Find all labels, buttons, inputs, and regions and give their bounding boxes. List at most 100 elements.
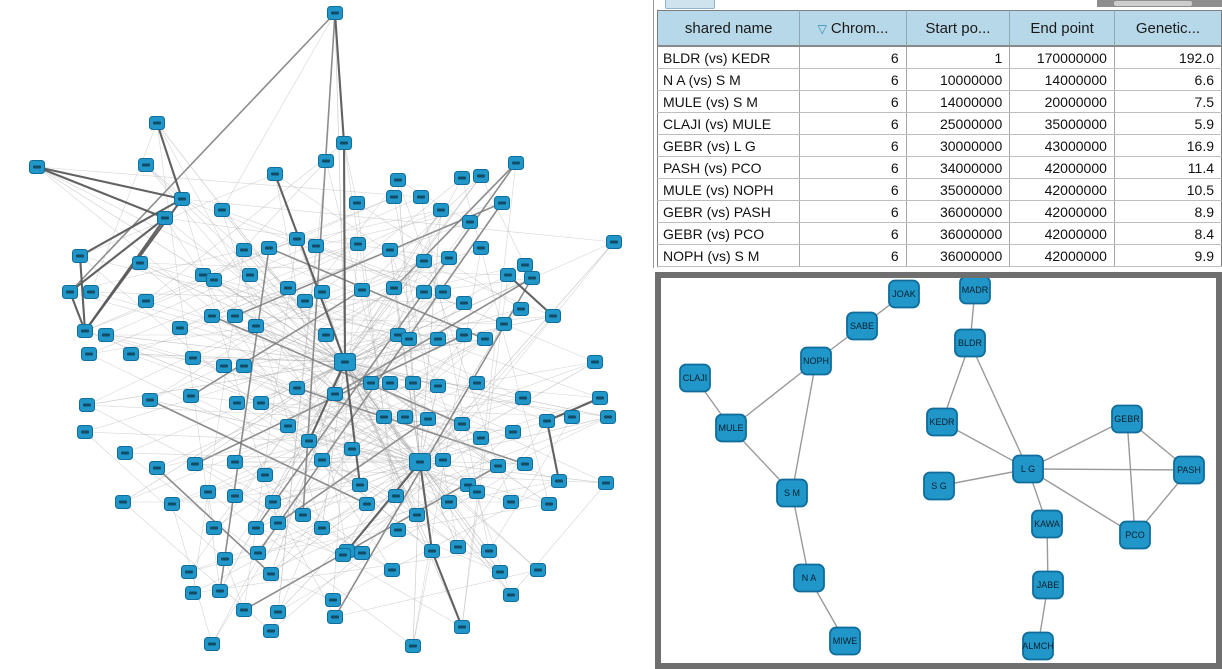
network-node[interactable] [441, 495, 457, 509]
network-edge[interactable] [356, 202, 522, 310]
network-edge[interactable] [145, 164, 512, 596]
network-edge[interactable] [1027, 468, 1190, 471]
network-node[interactable] [606, 235, 622, 249]
table-cell[interactable]: 6 [799, 244, 907, 267]
network-edge[interactable] [397, 529, 501, 573]
network-node[interactable] [81, 347, 97, 361]
network-edge[interactable] [270, 461, 421, 575]
network-node[interactable] [382, 243, 398, 257]
table-cell[interactable]: 42000000 [1009, 222, 1115, 245]
table-cell[interactable]: 8.4 [1114, 222, 1222, 245]
network-node[interactable] [236, 603, 252, 617]
network-edge[interactable] [412, 550, 433, 647]
network-edge[interactable] [408, 308, 522, 340]
column-header-chrom---[interactable]: ▽ Chrom... [799, 10, 907, 47]
network-edge[interactable] [207, 382, 478, 493]
network-node[interactable] [115, 495, 131, 509]
network-node[interactable] [539, 414, 555, 428]
table-cell[interactable]: NOPH (vs) S M [657, 244, 801, 267]
network-node[interactable] [424, 544, 440, 558]
network-node[interactable] [227, 455, 243, 469]
network-edge[interactable] [221, 12, 336, 211]
network-node[interactable] [263, 567, 279, 581]
network-edge[interactable] [325, 287, 395, 336]
network-edge[interactable] [36, 166, 166, 219]
network-node[interactable]: KAWA [1031, 509, 1063, 539]
network-edge[interactable] [332, 243, 359, 601]
network-edge[interactable] [272, 361, 346, 503]
network-edge[interactable] [139, 262, 509, 276]
network-edge[interactable] [78, 255, 87, 332]
network-edge[interactable] [342, 315, 554, 556]
network-edge[interactable] [243, 249, 421, 463]
horizontal-scrollbar[interactable] [1097, 0, 1222, 7]
network-node[interactable] [200, 485, 216, 499]
network-edge[interactable] [90, 122, 158, 293]
network-node[interactable] [185, 351, 201, 365]
network-node[interactable] [334, 353, 356, 371]
network-edge[interactable] [243, 365, 421, 463]
network-node[interactable]: JABE [1032, 570, 1064, 600]
network-node[interactable] [454, 171, 470, 185]
network-edge[interactable] [302, 12, 336, 516]
network-edge[interactable] [395, 465, 499, 497]
network-edge[interactable] [84, 196, 395, 332]
network-node[interactable] [435, 453, 451, 467]
network-edge[interactable] [315, 202, 503, 247]
network-edge[interactable] [79, 173, 276, 257]
network-edge[interactable] [361, 241, 615, 554]
table-cell[interactable]: 20000000 [1009, 90, 1115, 113]
network-node[interactable] [265, 495, 281, 509]
network-node[interactable]: N A [793, 563, 825, 593]
table-cell[interactable]: 1 [906, 46, 1011, 69]
table-cell[interactable]: N A (vs) S M [657, 68, 801, 91]
network-node[interactable] [376, 410, 392, 424]
network-edge[interactable] [36, 165, 183, 201]
network-node[interactable] [318, 328, 334, 342]
network-node[interactable] [435, 285, 451, 299]
network-node[interactable] [397, 410, 413, 424]
network-node[interactable] [289, 232, 305, 246]
network-node[interactable] [123, 347, 139, 361]
network-node[interactable] [138, 158, 154, 172]
network-node[interactable]: NOPH [800, 346, 832, 376]
network-edge[interactable] [1126, 418, 1136, 536]
network-edge[interactable] [272, 461, 421, 503]
network-node[interactable] [248, 319, 264, 333]
table-cell[interactable]: BLDR (vs) KEDR [657, 46, 801, 69]
table-cell[interactable]: 6 [799, 156, 907, 179]
network-edge[interactable] [84, 431, 310, 442]
network-node[interactable] [181, 565, 197, 579]
network-edge[interactable] [332, 480, 560, 601]
network-node[interactable] [545, 309, 561, 323]
network-edge[interactable] [219, 247, 270, 592]
network-edge[interactable] [393, 196, 459, 548]
network-node[interactable] [413, 190, 429, 204]
network-edge[interactable] [344, 175, 482, 363]
table-cell[interactable]: 11.4 [1114, 156, 1222, 179]
network-edge[interactable] [321, 437, 482, 461]
table-tab[interactable] [665, 0, 715, 9]
network-node[interactable] [354, 546, 370, 560]
network-edge[interactable] [219, 484, 469, 592]
network-node[interactable] [216, 359, 232, 373]
network-edge[interactable] [351, 385, 439, 450]
network-node[interactable]: CLAJI [679, 363, 711, 393]
network-node[interactable] [350, 237, 366, 251]
network-node[interactable] [401, 332, 417, 346]
network-edge[interactable] [412, 338, 486, 384]
network-edge[interactable] [211, 257, 450, 645]
network-edge[interactable] [130, 353, 346, 363]
network-edge[interactable] [344, 315, 554, 363]
network-edge[interactable] [122, 361, 346, 503]
network-edge[interactable] [124, 452, 259, 554]
network-node[interactable] [456, 296, 472, 310]
network-edge[interactable] [334, 12, 346, 363]
network-edge[interactable] [344, 361, 439, 387]
network-edge[interactable] [346, 437, 482, 552]
network-node[interactable] [327, 387, 343, 401]
network-edge[interactable] [431, 550, 463, 628]
table-row[interactable]: NOPH (vs) S M 6 36000000 42000000 9.9 [657, 244, 1222, 267]
network-edge[interactable] [88, 325, 257, 355]
network-edge[interactable] [277, 461, 421, 613]
